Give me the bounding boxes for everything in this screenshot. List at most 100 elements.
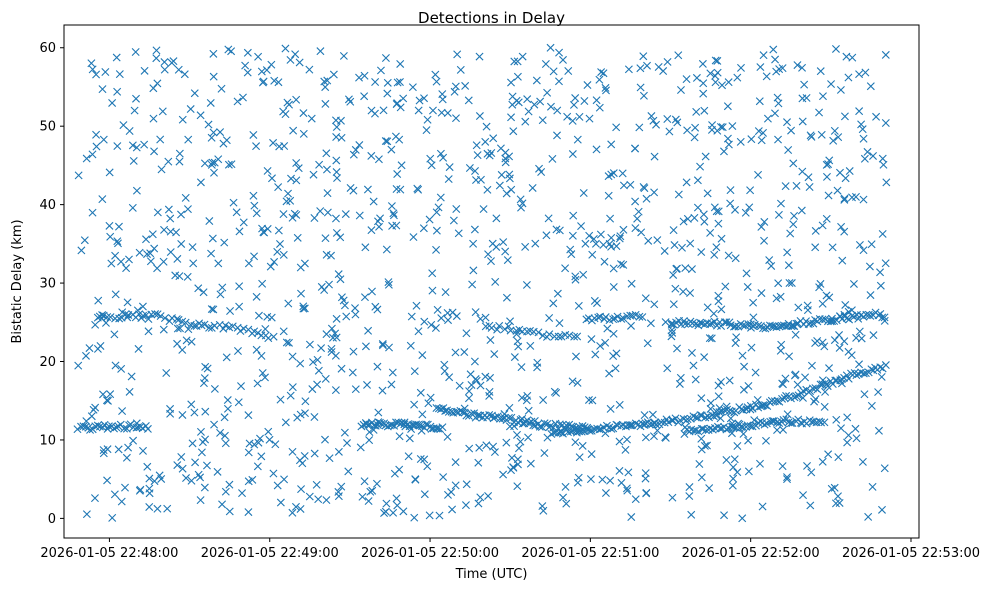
track-detection-point [782,391,791,400]
detection-point [132,143,141,152]
track-detection-point [112,423,121,432]
detection-point [412,301,421,310]
detection-point [501,154,510,163]
track-detection-point [371,421,380,430]
detection-point [864,512,873,521]
x-tick-label: 2026-01-05 22:51:00 [521,546,659,561]
detection-point [282,197,291,206]
detection-point [392,185,401,194]
detection-point [634,207,643,216]
detection-point [876,281,885,290]
detection-point [106,390,115,399]
detection-point [783,118,792,127]
detection-point [827,484,836,493]
detection-point [749,298,758,307]
detection-point [623,435,631,444]
detection-point [183,272,192,281]
track-detection-point [73,425,82,434]
detection-point [383,89,392,98]
detection-point [233,97,242,106]
detection-point [728,481,737,490]
detection-point [455,381,464,390]
detection-point [872,112,881,121]
detection-point [707,125,716,134]
track-detection-point [876,363,885,372]
track-detection-point [495,321,504,330]
detection-point [486,373,495,382]
detection-point [395,78,404,86]
track-detection-point [705,320,714,329]
detection-point [309,358,318,367]
detection-point [99,449,108,458]
detection-point [77,246,86,255]
detection-point [235,282,244,291]
detection-point [669,270,678,279]
detection-point [202,461,211,470]
detection-point [855,360,864,369]
track-detection-point [701,426,710,435]
detection-point [464,394,473,403]
detection-point [276,395,285,404]
detection-point [535,164,544,173]
detection-point [274,78,283,87]
detection-point [724,251,733,260]
detection-point [299,304,308,313]
detection-point [336,116,345,125]
detection-point [811,226,820,235]
detection-point [267,313,276,322]
detection-point [223,396,232,405]
track-detection-point [652,420,661,429]
detection-point [867,401,876,410]
detection-point [588,250,597,259]
detection-point [166,404,175,413]
detection-point [355,211,364,220]
detection-point [517,393,526,402]
detection-point [356,443,365,452]
detection-point [252,345,261,354]
detection-point [874,426,883,435]
detection-point [575,112,584,121]
detection-point [642,488,651,497]
detection-point [334,447,343,456]
detection-point [374,155,383,164]
detection-point [239,218,248,227]
detection-point [435,511,444,520]
detection-point [320,77,329,86]
track-detection-point [687,425,696,434]
x-tick-label: 2026-01-05 22:48:00 [40,546,178,561]
detection-point [196,473,205,482]
detection-point [776,199,785,208]
track-detection-point [555,420,564,429]
detection-point [135,486,144,495]
track-detection-point [696,411,705,420]
detection-point [273,481,282,490]
detection-point [138,302,147,311]
track-detection-point [151,310,160,319]
detection-point [555,226,564,235]
detection-point [254,438,263,447]
detection-point [670,241,679,250]
detection-point [332,333,341,342]
detection-point [691,123,700,132]
detection-point [331,386,340,395]
track-detection-point [487,323,496,332]
detection-point [393,501,402,510]
detection-point [337,482,346,491]
detection-point [538,502,547,511]
detection-point [91,403,100,412]
track-detection-point [691,413,700,422]
detection-point [674,51,683,60]
detection-point [690,213,699,222]
detection-point [693,203,702,212]
detection-point [112,53,121,62]
detection-point [382,245,391,254]
detection-point [681,264,690,273]
detection-point [367,226,376,235]
detection-point [249,191,258,200]
detection-point [128,141,137,150]
detection-point [832,415,841,424]
detection-point [783,248,792,257]
detection-point [437,108,446,117]
track-detection-point [507,413,516,422]
detection-point [443,308,452,317]
